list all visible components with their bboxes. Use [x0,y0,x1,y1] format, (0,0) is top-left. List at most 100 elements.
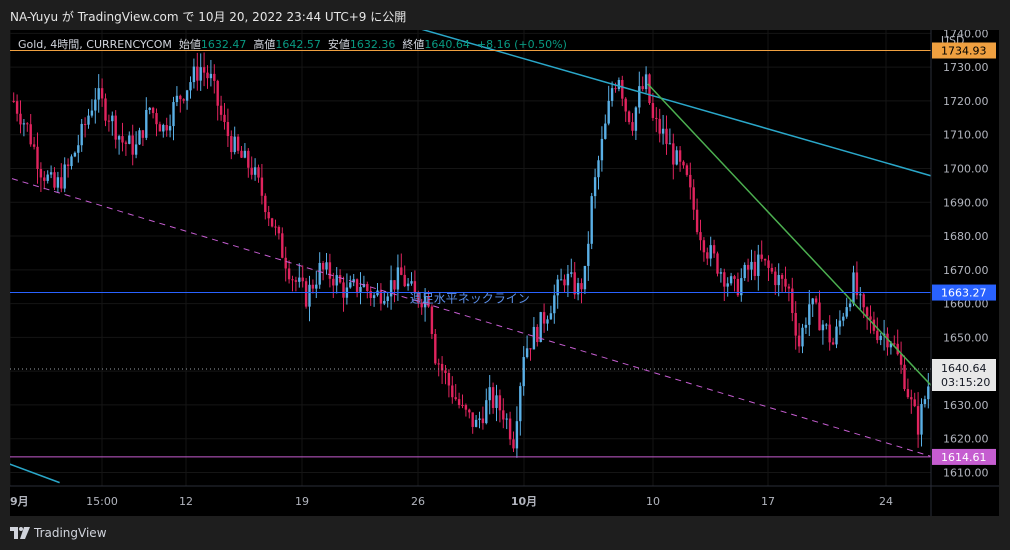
candle-body [760,254,763,259]
candle-body [77,145,80,153]
candle-body [417,292,420,303]
candle-body [903,364,906,390]
candle-body [590,196,593,244]
time-tick-label: 10 [646,495,660,508]
candle-body [638,86,641,108]
change-value: +8.16 (+0.50%) [476,38,567,51]
candle-body [420,302,423,308]
price-tick-label: 1680.00 [943,230,989,243]
candle-body [80,123,83,146]
candle-body [117,136,121,140]
candle-body [83,123,87,125]
price-tick-label: 1670.00 [943,264,989,277]
open-value: 1632.47 [200,38,247,51]
candle-body [740,278,743,296]
candle-body [825,324,828,326]
candle-body [729,276,733,284]
candle-body [702,240,706,253]
candle-body [175,95,179,103]
candle-body [865,307,869,317]
time-tick-label: 19 [295,495,309,508]
candle-body [202,67,206,73]
dashed-support-line[interactable] [11,178,984,473]
candle-body [444,370,447,374]
candle-body [750,261,753,270]
candle-body [335,275,338,286]
candle-body [366,284,369,291]
candle-body [682,161,685,166]
candle-body [46,174,49,181]
candle-body [668,143,672,145]
candle-body [580,283,583,290]
candle-body [250,167,253,175]
candle-body [675,150,678,165]
candle-body [515,421,519,449]
candle-body [736,278,740,296]
candle-body [423,296,427,308]
candle-body [474,419,478,427]
candle-body [434,333,437,364]
candle-body [63,164,66,189]
candle-body [617,79,621,89]
candle-body [566,273,570,286]
candle-body [716,253,719,274]
candle-body [913,399,916,407]
candle-body [277,226,281,234]
candle-body [780,275,784,279]
candle-body [821,324,825,331]
candle-body [726,283,729,287]
candle-body [927,386,930,400]
candle-body [889,343,893,348]
candle-body [658,118,661,134]
candle-body [488,387,491,401]
candle-body [97,88,100,100]
candle-body [141,130,145,138]
cyan-trendline[interactable] [10,30,988,192]
candle-body [777,275,780,286]
candle-body [12,100,15,102]
candle-body [661,128,665,134]
candle-body [332,278,335,286]
candle-body [845,307,848,317]
candle-body [301,277,304,282]
candle-body [672,143,675,165]
chart[interactable]: 週足水平ネックラインUSD1610.001620.001630.001640.0… [10,30,999,516]
candle-body [706,252,709,259]
cyan-lower-line[interactable] [10,462,60,484]
candle-body [899,354,903,365]
current-price-badge [932,358,996,391]
candle-body [536,326,539,343]
time-tick-label: 10月 [511,495,537,508]
candle-body [165,125,168,131]
candle-body [206,72,209,79]
candle-body [831,342,835,345]
candle-body [859,294,862,296]
symbol-label: Gold, 4時間, CURRENCYCOM [18,38,172,51]
candle-body [121,136,124,143]
candle-body [128,135,131,144]
footer-brand: TradingView [34,526,107,540]
candle-body [66,164,70,167]
candle-body [243,150,247,158]
candle-body [219,105,223,115]
time-tick-label: 12 [179,495,193,508]
neckline-annotation[interactable]: 週足水平ネックライン [410,292,530,306]
price-badge-label: 1614.61 [941,451,987,464]
candle-body [158,124,162,132]
candle-body [621,79,624,99]
candle-body [100,88,104,99]
candle-body [549,313,553,320]
candle-body [627,111,631,123]
candle-body [508,418,512,440]
candle-body [73,152,77,157]
candle-body [213,73,216,81]
candle-body [396,267,400,290]
candle-body [559,279,563,281]
candle-body [15,101,19,114]
price-tick-label: 1730.00 [943,61,989,74]
candle-body [291,279,294,281]
candle-body [454,397,457,400]
green-trendline[interactable] [647,83,985,442]
candle-body [512,439,515,449]
candle-body [253,167,257,175]
